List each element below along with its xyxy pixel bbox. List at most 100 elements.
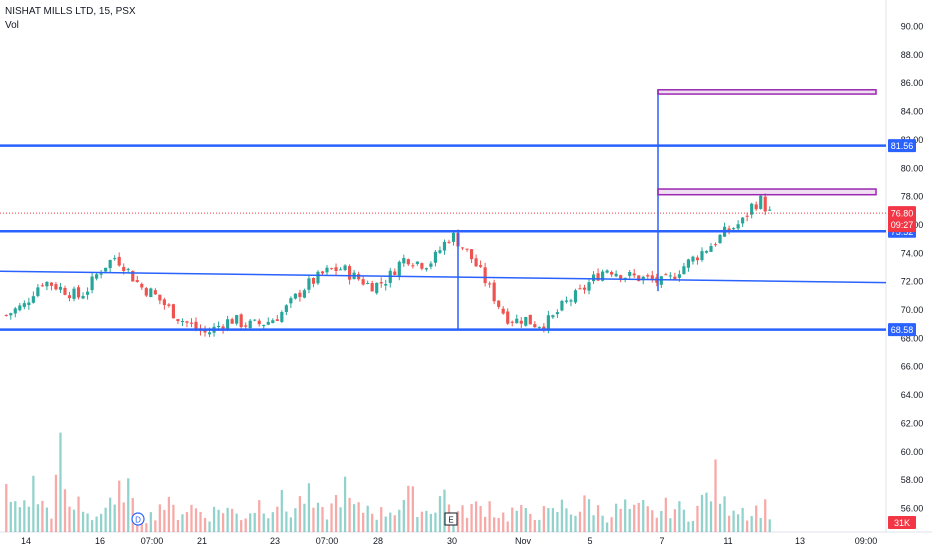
candle-body — [117, 256, 121, 266]
candle-body — [497, 300, 501, 307]
candle-body — [591, 274, 596, 282]
volume-bar — [59, 432, 62, 532]
candle-body — [564, 300, 569, 302]
volume-bar — [633, 504, 636, 532]
candle-body — [659, 276, 663, 285]
volume-bar — [231, 508, 234, 532]
volume-bar — [176, 520, 180, 532]
candle-body — [85, 291, 90, 295]
volume-bar — [240, 520, 243, 532]
volume-bar — [605, 522, 609, 532]
candle-body — [750, 203, 754, 215]
candle-body — [415, 261, 419, 264]
volume-bar — [109, 497, 112, 532]
candle-body — [40, 285, 44, 287]
candle-body — [18, 305, 22, 311]
y-tick-label: 78.00 — [901, 192, 924, 202]
candle-body — [31, 296, 35, 303]
x-tick-label: 11 — [723, 536, 732, 546]
candle-body — [524, 316, 528, 326]
candle-body — [348, 266, 352, 280]
volume-bar — [380, 507, 383, 532]
volume-bar — [294, 508, 297, 532]
x-tick-label: 23 — [270, 536, 280, 546]
candle-body — [447, 241, 451, 243]
volume-bar — [389, 512, 392, 532]
volume-bar — [746, 520, 749, 532]
candle-body — [366, 282, 370, 284]
candle-body — [4, 314, 8, 316]
candle-body — [709, 246, 713, 252]
y-tick-label: 66.00 — [901, 362, 924, 372]
volume-bar — [298, 496, 302, 532]
volume-bar — [610, 517, 613, 532]
volume-bar — [551, 508, 555, 532]
volume-bar — [759, 517, 762, 532]
candle-body — [253, 319, 257, 321]
candle-body — [677, 274, 681, 278]
volume-bar — [637, 502, 640, 532]
candle-body — [343, 265, 347, 271]
candle-body — [280, 312, 284, 322]
candle-body — [664, 274, 668, 276]
candle-body — [632, 273, 636, 276]
volume-bar — [258, 500, 261, 532]
volume-bar — [565, 508, 568, 532]
symbol-title[interactable]: NISHAT MILLS LTD, 15, PSX — [5, 6, 136, 17]
candle-body — [370, 283, 374, 292]
y-tick-label: 70.00 — [901, 305, 924, 315]
candle-body — [180, 320, 185, 322]
volume-bar — [113, 504, 116, 532]
volume-bar — [63, 489, 67, 532]
candle-body — [27, 302, 31, 306]
candle-body — [691, 256, 695, 262]
y-tick-label: 62.00 — [901, 418, 924, 428]
candle-body — [628, 272, 632, 276]
candle-body — [113, 258, 117, 260]
volume-bar — [280, 489, 283, 532]
candle-body — [695, 257, 700, 261]
volume-bar — [515, 510, 518, 532]
candle-body — [460, 247, 465, 249]
candle-body — [302, 290, 307, 298]
volume-bar — [488, 501, 491, 532]
volume-bar — [547, 508, 550, 532]
candle-body — [149, 288, 153, 298]
x-tick-label: 14 — [21, 536, 31, 546]
volume-bar — [682, 509, 686, 532]
volume-bar — [727, 515, 731, 532]
volume-bar — [502, 512, 505, 532]
candle-body — [533, 324, 537, 328]
volume-bar — [420, 511, 424, 532]
candle-body — [244, 325, 248, 327]
volume-label[interactable]: Vol — [5, 20, 19, 31]
volume-bar — [642, 500, 645, 532]
volume-bar — [18, 507, 21, 532]
volume-bar — [334, 495, 338, 532]
candle-body — [732, 228, 736, 230]
volume-bar — [348, 497, 351, 532]
volume-bar — [601, 515, 604, 532]
candle-body — [582, 287, 587, 290]
candle-body — [510, 321, 514, 323]
candle-body — [9, 313, 13, 316]
volume-bar — [497, 517, 500, 532]
candle-body — [135, 280, 139, 282]
earnings-marker — [444, 512, 458, 526]
x-tick-label: 28 — [373, 536, 383, 546]
y-tick-label: 60.00 — [901, 447, 924, 457]
volume-bar — [208, 521, 211, 532]
y-tick-label: 56.00 — [901, 504, 924, 514]
volume-bar — [619, 508, 622, 532]
volume-bar — [429, 513, 433, 532]
volume-bar — [72, 509, 76, 532]
candle-body — [610, 271, 614, 275]
candle-body — [207, 332, 212, 335]
volume-bar — [529, 513, 532, 532]
volume-bar — [691, 520, 695, 532]
volume-bar — [122, 502, 125, 532]
volume-bar — [732, 510, 735, 532]
volume-bar — [384, 516, 387, 532]
volume-bar — [14, 501, 17, 532]
